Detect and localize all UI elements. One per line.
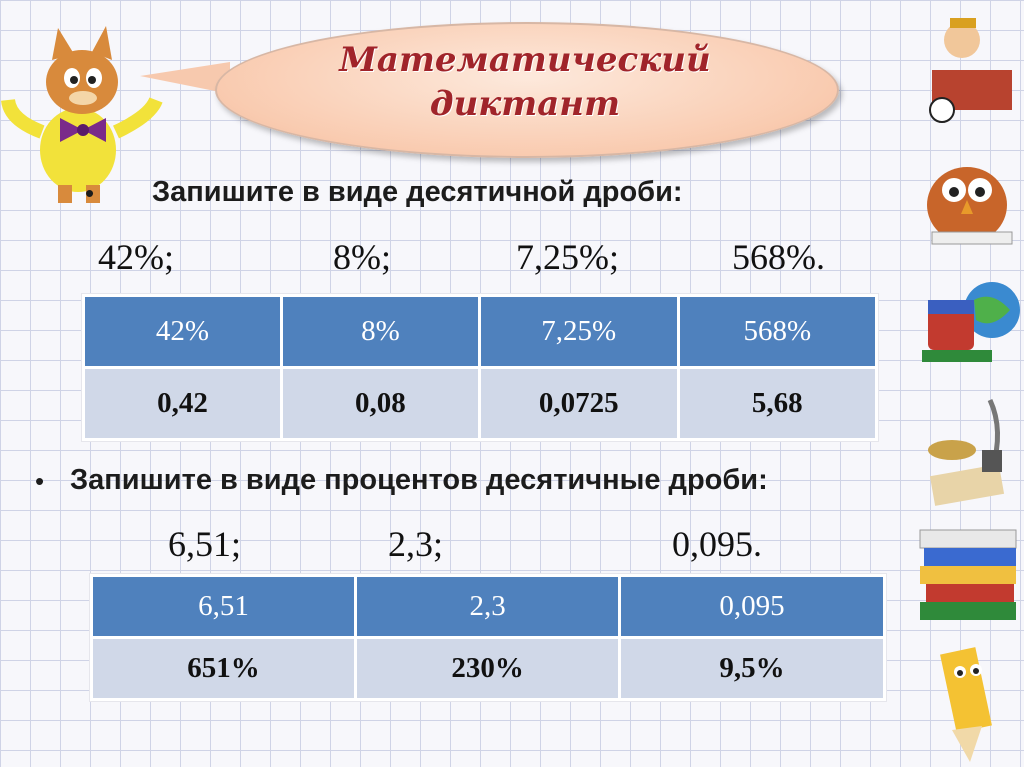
task2-answer-table: 6,51 2,3 0,095 651% 230% 9,5% (89, 574, 886, 701)
task2-instruction: Запишите в виде процентов десятичные дро… (70, 464, 768, 496)
table-header-cell: 568% (676, 294, 879, 369)
title-line-1: Математический (339, 40, 711, 80)
table-header-row: 6,51 2,3 0,095 (89, 574, 886, 639)
table-header-row: 42% 8% 7,25% 568% (82, 294, 879, 369)
table-answer-row: 651% 230% 9,5% (89, 636, 886, 701)
task1-value: 7,25%; (516, 237, 619, 277)
table-answer-cell: 651% (89, 636, 358, 701)
table-header-cell: 7,25% (477, 294, 680, 369)
table-answer-cell: 230% (354, 636, 622, 701)
task1-instruction: Запишите в виде десятичной дроби: (152, 176, 683, 208)
school-decorations-image (919, 18, 1020, 762)
table-answer-cell: 5,68 (676, 366, 879, 441)
task1-answer-table: 42% 8% 7,25% 568% 0,42 0,08 0,0725 5,68 (82, 294, 879, 441)
slide-title: Математический диктант (215, 38, 835, 126)
title-line-2: диктант (429, 84, 621, 124)
table-answer-cell: 0,08 (279, 366, 481, 441)
table-header-cell: 6,51 (89, 574, 358, 639)
table-header-cell: 0,095 (618, 574, 886, 639)
table-answer-cell: 0,0725 (477, 366, 680, 441)
title-speech-bubble (215, 22, 839, 158)
task1-value: 42%; (98, 237, 174, 277)
task2-value: 0,095. (672, 524, 762, 564)
table-header-cell: 8% (279, 294, 481, 369)
task2-value: 6,51; (168, 524, 242, 564)
task1-value: 8%; (333, 237, 391, 277)
table-answer-cell: 0,42 (82, 366, 283, 441)
cartoon-cat-image (1, 26, 163, 203)
table-answer-row: 0,42 0,08 0,0725 5,68 (82, 366, 879, 441)
bullet-marker-2: • (35, 466, 45, 496)
table-header-cell: 2,3 (354, 574, 622, 639)
task2-value: 2,3; (388, 524, 444, 564)
bullet-marker-1: • (85, 178, 95, 208)
table-header-cell: 42% (82, 294, 283, 369)
task1-value: 568%. (732, 237, 825, 277)
table-answer-cell: 9,5% (618, 636, 886, 701)
